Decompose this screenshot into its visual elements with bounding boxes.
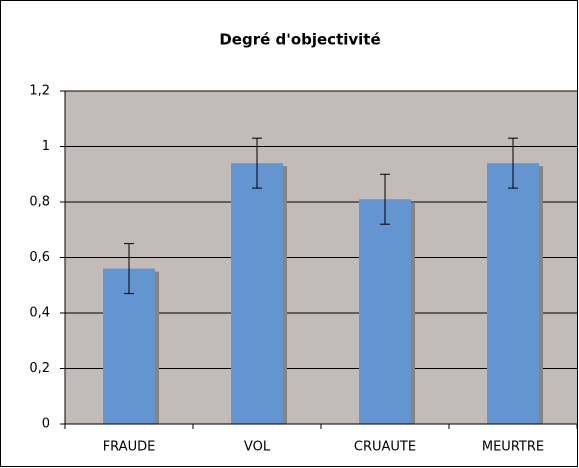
x-tick-label: CRUAUTE [354,440,416,455]
y-tick-label: 0,2 [29,361,50,376]
bar [103,268,155,424]
x-tick-label: VOL [244,440,271,455]
bar [231,163,283,424]
y-tick-label: 1,2 [29,84,50,99]
y-tick-label: 0,4 [29,306,50,321]
x-tick-label: MEURTRE [482,440,544,455]
y-tick-label: 0 [42,417,50,432]
bar [487,163,539,424]
x-tick-label: FRAUDE [103,440,156,455]
chart-title: Degré d'objectivité [219,31,380,49]
y-tick-label: 0,6 [29,250,50,265]
y-tick-label: 1 [42,139,50,154]
bar [359,199,411,424]
y-tick-label: 0,8 [29,195,50,210]
